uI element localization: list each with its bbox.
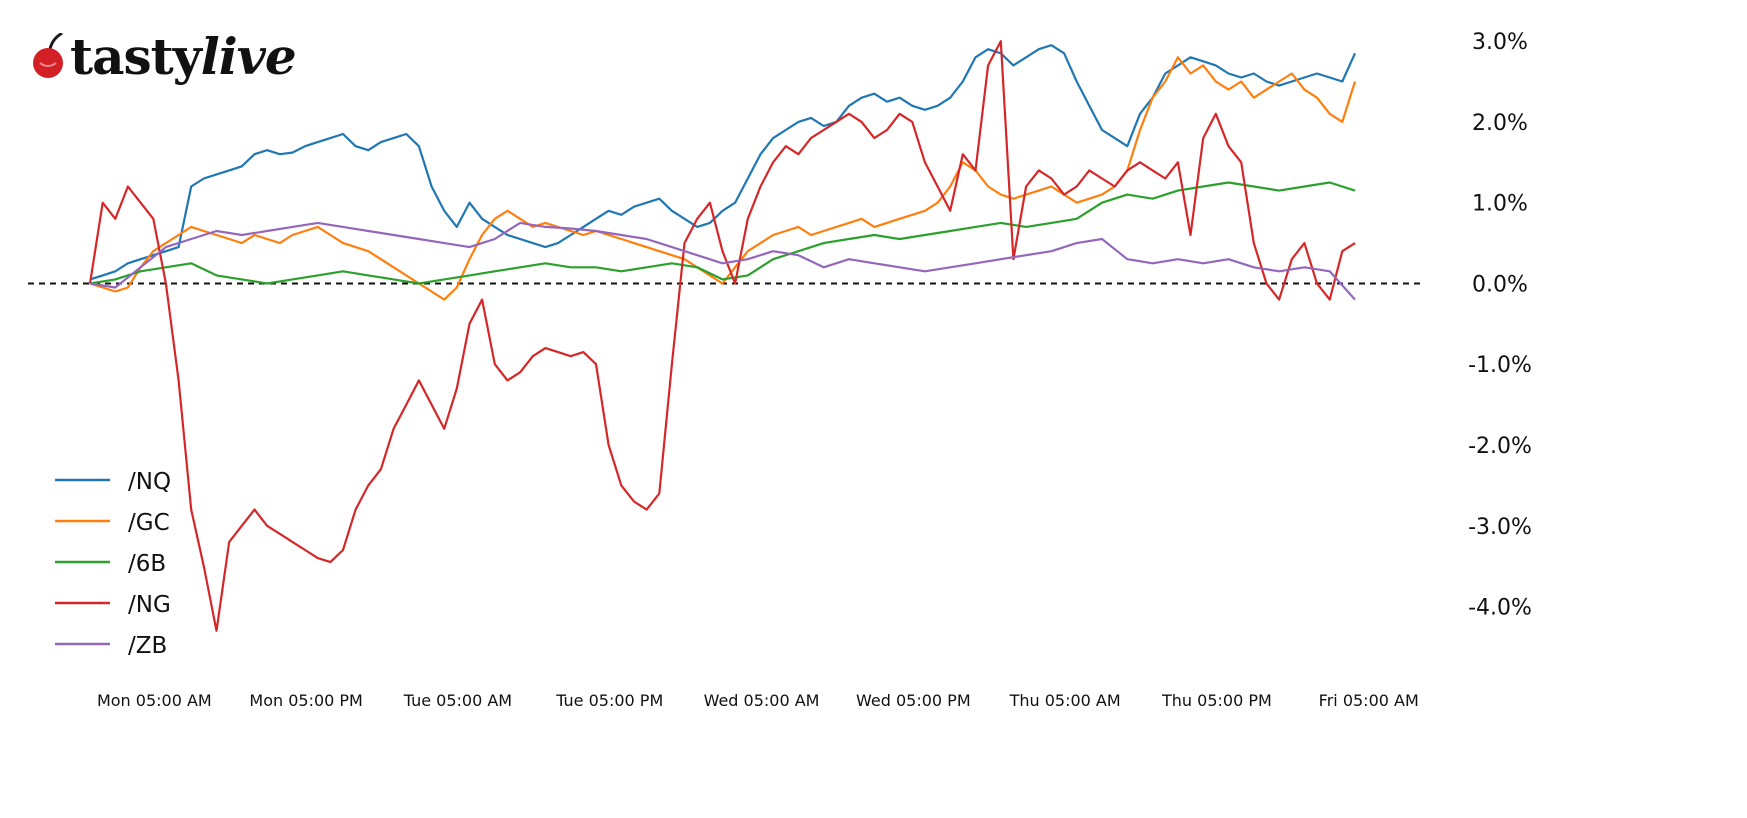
y-axis-ticks: 3.0% 2.0% 1.0% 0.0% -1.0% -2.0% -3.0% -4.0% — [1468, 30, 1532, 620]
y-tick-label: -3.0% — [1468, 515, 1532, 540]
y-tick-label: 3.0% — [1472, 30, 1528, 55]
x-tick-label: Wed 05:00 PM — [856, 691, 971, 710]
series-line-6b — [89, 181, 1356, 285]
y-tick-label: -4.0% — [1468, 596, 1532, 621]
series-lines — [88, 40, 1357, 632]
brand-wordmark: tastylive — [70, 32, 297, 82]
x-tick-label: Mon 05:00 PM — [249, 691, 362, 710]
legend: /NQ/GC/6B/NG/ZB — [55, 469, 171, 659]
series-line-zb — [89, 221, 1356, 301]
x-axis-ticks: Mon 05:00 AM Mon 05:00 PM Tue 05:00 AM Tue … — [97, 691, 1419, 710]
x-tick-label: Wed 05:00 AM — [704, 691, 820, 710]
legend-label: /NQ — [128, 469, 171, 495]
cherry-icon — [33, 33, 63, 78]
x-tick-label: Thu 05:00 PM — [1161, 691, 1272, 710]
y-tick-label: 2.0% — [1472, 111, 1528, 136]
brand-wordmark-tasty: tasty — [70, 27, 202, 86]
y-tick-label: 1.0% — [1472, 192, 1528, 217]
x-tick-label: Tue 05:00 AM — [403, 691, 512, 710]
brand-wordmark-live: live — [200, 27, 297, 86]
legend-label: /NG — [128, 592, 171, 618]
x-tick-label: Mon 05:00 AM — [97, 691, 212, 710]
series-line-nq — [89, 44, 1357, 281]
x-tick-label: Fri 05:00 AM — [1319, 691, 1419, 710]
series-line-ng — [88, 40, 1356, 632]
legend-label: /GC — [128, 510, 170, 536]
brand-logo: tastylive — [30, 22, 297, 92]
x-tick-label: Thu 05:00 AM — [1009, 691, 1121, 710]
legend-label: /6B — [128, 551, 166, 577]
y-tick-label: 0.0% — [1472, 272, 1528, 297]
legend-label: /ZB — [128, 633, 167, 659]
y-tick-label: -2.0% — [1468, 434, 1532, 459]
y-tick-label: -1.0% — [1468, 353, 1532, 378]
series-line-gc — [89, 56, 1357, 301]
x-tick-label: Tue 05:00 PM — [555, 691, 663, 710]
